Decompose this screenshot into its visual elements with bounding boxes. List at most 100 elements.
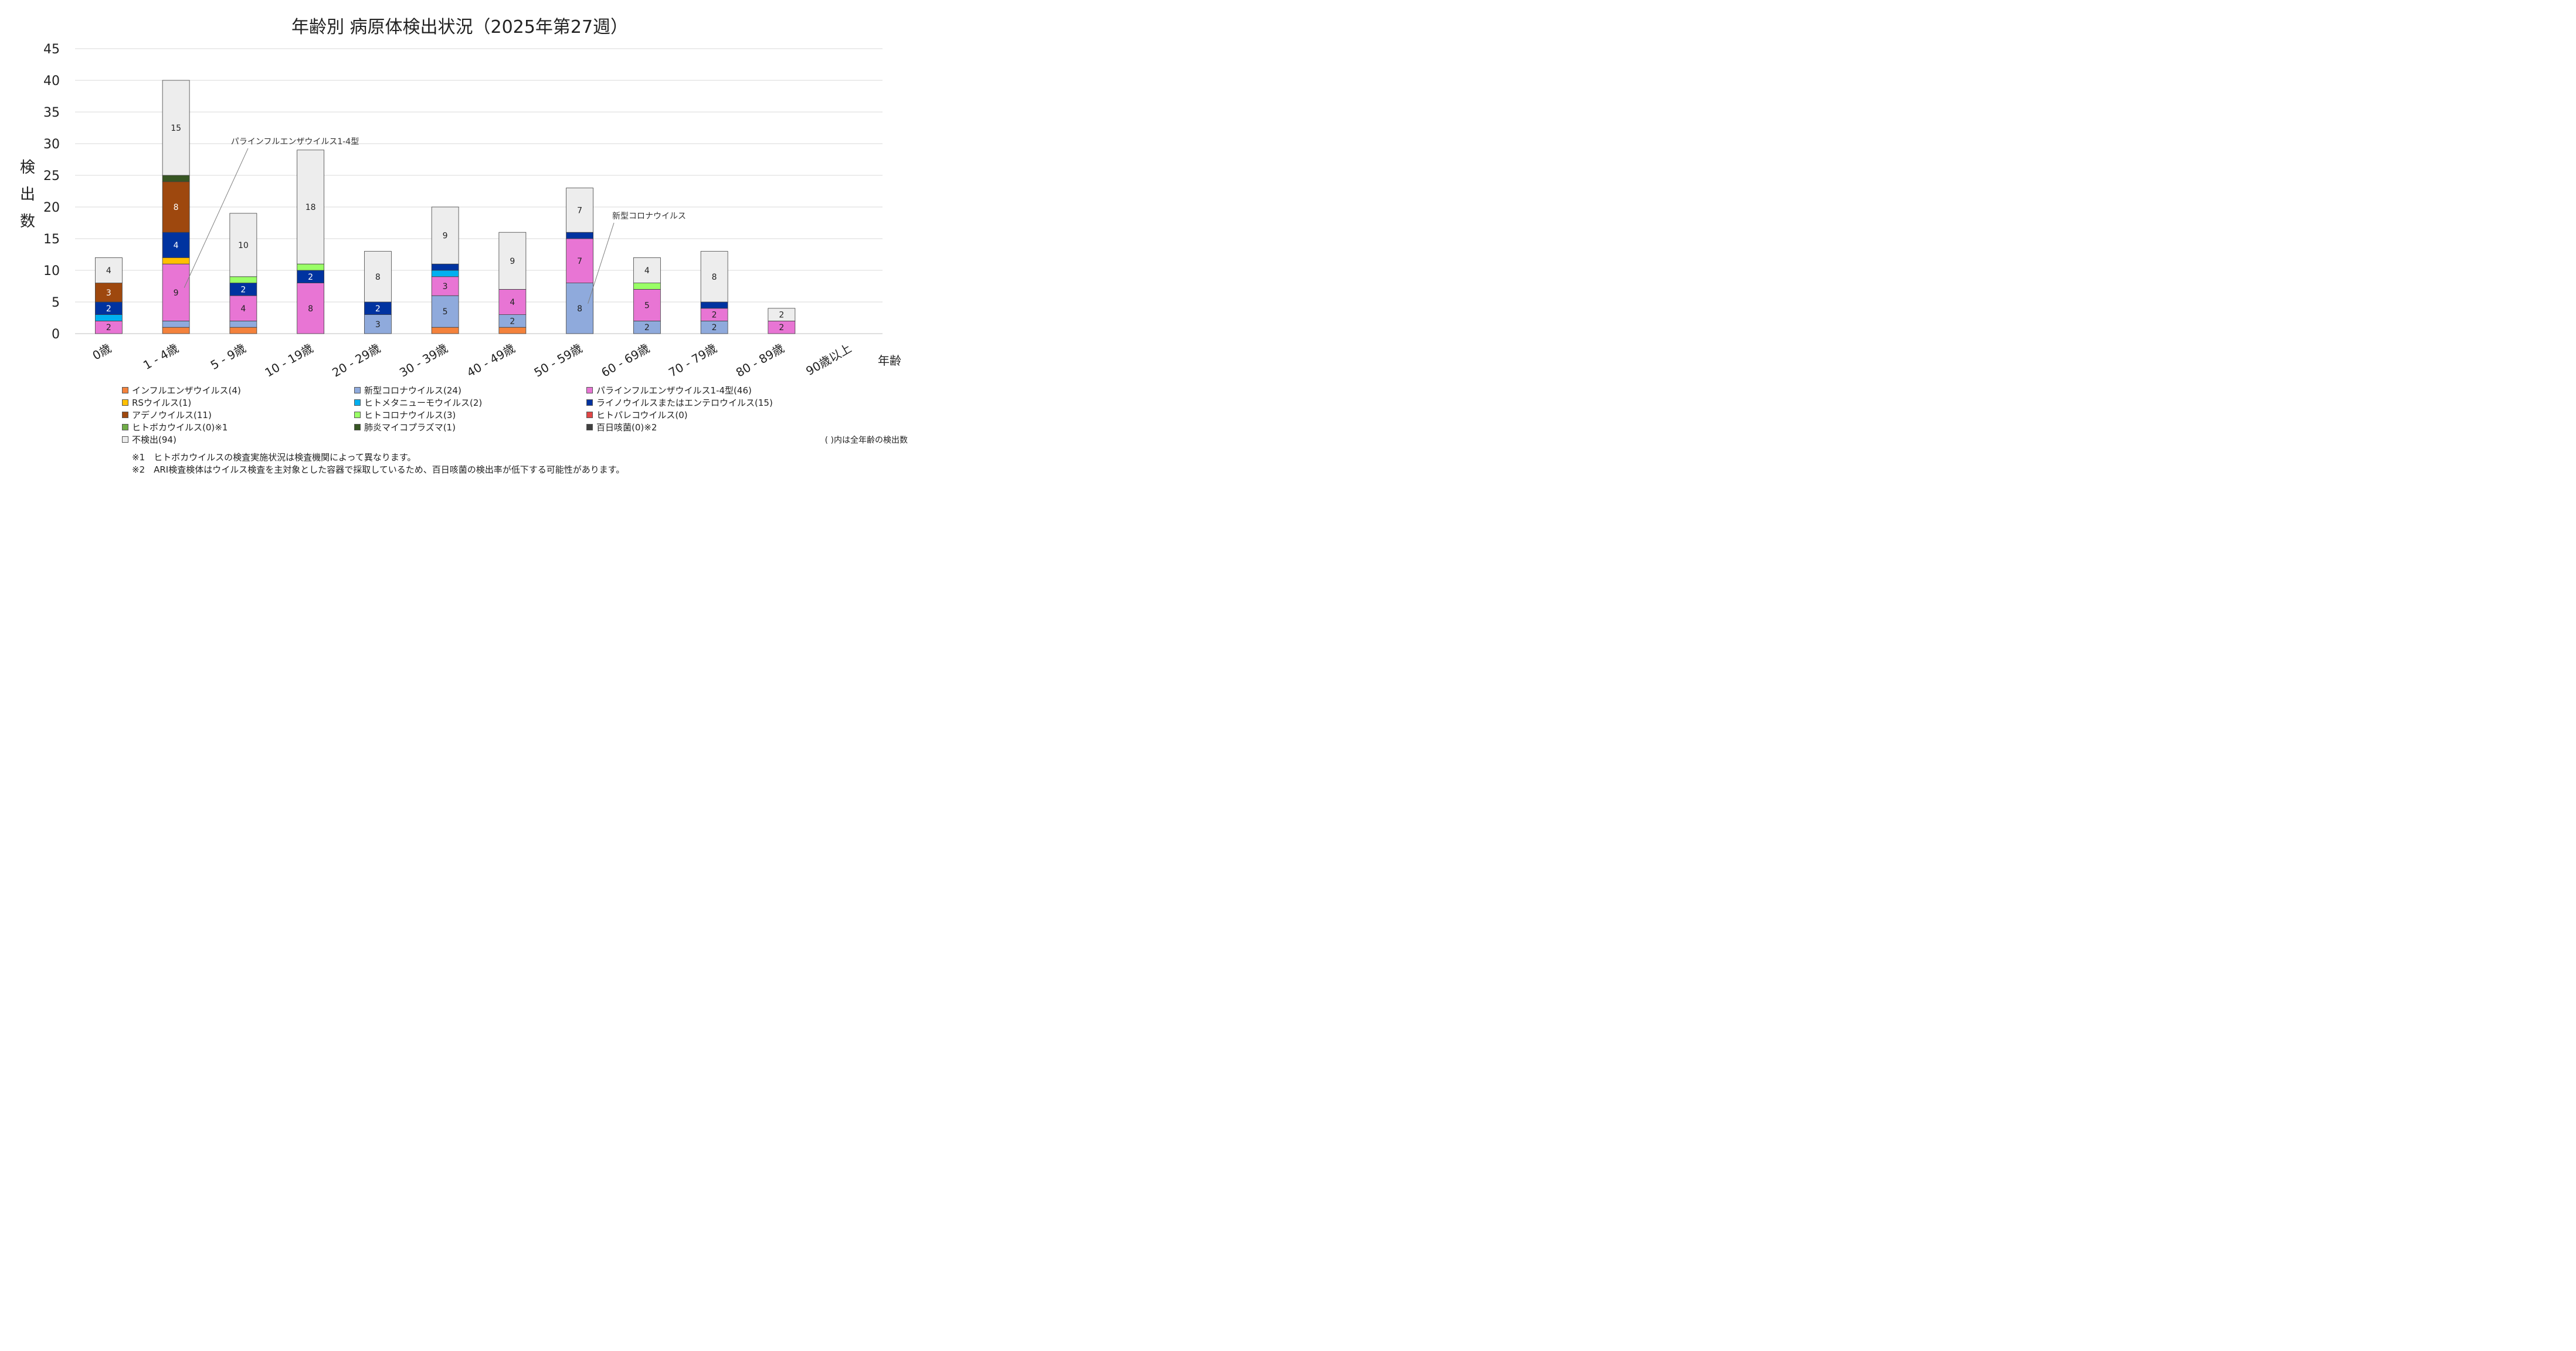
bar-segment [498, 288, 527, 315]
x-tick-label: 1 - 4歳 [141, 341, 181, 372]
annotation-label: 新型コロナウイルス [612, 212, 686, 221]
y-tick-label: 15 [43, 232, 60, 247]
y-axis-label-char: 数 [20, 213, 35, 230]
legend-label: 肺炎マイコプラズマ(1) [364, 422, 456, 433]
data-label: 18 [306, 203, 316, 212]
chart-title: 年齢別 病原体検出状況（2025年第27週） [291, 17, 628, 38]
data-label: 3 [443, 282, 448, 291]
bar-segment [768, 308, 796, 321]
data-label: 9 [510, 257, 515, 266]
legend-swatch [354, 412, 361, 418]
bar-segment [162, 327, 190, 334]
bar-segment [431, 270, 459, 277]
x-tick-label: 20 - 29歳 [330, 341, 383, 380]
data-label: 7 [577, 206, 582, 215]
legend-label: ヒトメタニューモウイルス(2) [364, 398, 483, 408]
legend-item: 肺炎マイコプラズマ(1) [354, 421, 456, 433]
data-label: 2 [644, 323, 650, 332]
bar-segment [229, 276, 257, 283]
legend-label: パラインフルエンザウイルス1-4型(46) [596, 385, 752, 396]
data-label: 15 [171, 124, 181, 133]
data-label: 9 [174, 288, 179, 298]
bar-segment [162, 263, 190, 321]
bar-segment [431, 327, 459, 334]
legend-swatch [354, 424, 361, 430]
legend-item: インフルエンザウイルス(4) [122, 384, 241, 396]
x-tick-label: 50 - 59歳 [531, 341, 585, 380]
data-label: 8 [375, 273, 381, 282]
data-label: 10 [238, 241, 249, 250]
chart-figure: 年齢別 病原体検出状況（2025年第27週） 0 5 10 15 20 25 30 35 40 45… [0, 0, 919, 482]
data-label: 2 [712, 311, 717, 320]
bar-segment [431, 263, 459, 271]
stacked-bar-chart: 年齢別 病原体検出状況（2025年第27週）051015202530354045… [20, 17, 901, 380]
legend-swatch [586, 399, 593, 406]
y-axis-label-char: 出 [20, 186, 35, 203]
legend-swatch [354, 387, 361, 393]
bar-segment [162, 232, 190, 258]
legend-item: ヒトボカウイルス(0)※1 [122, 421, 228, 433]
annotation-leader-line [184, 148, 249, 288]
bar-segment [162, 80, 190, 176]
y-tick-label: 20 [43, 201, 60, 215]
data-label: 2 [712, 323, 717, 332]
bar-segment [633, 283, 661, 290]
data-label: 4 [174, 241, 179, 250]
y-tick-label: 35 [43, 106, 60, 120]
data-label: 8 [577, 304, 582, 314]
bar-segment [566, 238, 594, 283]
legend-swatch [122, 399, 128, 406]
x-tick-label: 80 - 89歳 [734, 341, 787, 380]
bar-segment [498, 327, 527, 334]
data-label: 8 [174, 203, 179, 212]
legend-swatch [122, 412, 128, 418]
y-tick-label: 45 [43, 42, 60, 57]
data-label: 4 [510, 298, 515, 307]
legend-label: ヒトパレコウイルス(0) [596, 410, 688, 420]
bar-segment [700, 251, 728, 303]
bar-segment [431, 206, 459, 264]
legend-swatch [354, 399, 361, 406]
x-tick-label: 70 - 79歳 [666, 341, 719, 380]
data-label: 7 [577, 257, 582, 266]
bar-segment [297, 150, 325, 264]
x-tick-label: 5 - 9歳 [208, 341, 249, 372]
legend-swatch [586, 412, 593, 418]
legend-item: 新型コロナウイルス(24) [354, 384, 461, 396]
footnote-2: ※2 ARI検査検体はウイルス検査を主対象とした容器で採取しているため、百日咳菌… [132, 464, 625, 475]
bar-segment [297, 283, 325, 334]
legend-swatch [122, 424, 128, 430]
x-axis-label: 年齢 [878, 354, 901, 368]
bar-segment [364, 251, 392, 303]
bar-segment [633, 257, 661, 283]
data-label: 2 [308, 273, 313, 282]
bar-segment [94, 314, 123, 321]
data-label: 3 [375, 320, 381, 330]
data-label: 5 [644, 301, 650, 310]
x-tick-label: 60 - 69歳 [599, 341, 652, 380]
legend-label: 新型コロナウイルス(24) [364, 385, 461, 396]
data-label: 2 [106, 304, 111, 314]
data-label: 5 [443, 307, 448, 317]
data-label: 2 [779, 323, 784, 332]
annotation-label: パラインフルエンザウイルス1-4型 [231, 137, 359, 147]
data-label: 4 [106, 266, 111, 276]
data-label: 9 [443, 232, 448, 241]
data-label: 3 [106, 288, 111, 298]
legend-item: 百日咳菌(0)※2 [586, 421, 657, 433]
data-label: 8 [308, 304, 313, 314]
legend-swatch [586, 424, 593, 430]
data-label: 2 [510, 317, 515, 326]
bar-segment [94, 257, 123, 283]
data-label: 4 [240, 304, 246, 314]
bar-segment [162, 175, 190, 182]
y-tick-label: 5 [52, 296, 60, 310]
bar-segment [229, 213, 257, 277]
legend-label: 不検出(94) [132, 435, 177, 445]
legend-label: 百日咳菌(0)※2 [596, 422, 657, 433]
bar-segment [162, 321, 190, 328]
legend-item: アデノウイルス(11) [122, 409, 212, 421]
bar-segment [566, 188, 594, 233]
y-tick-label: 25 [43, 169, 60, 184]
data-label: 2 [240, 285, 246, 294]
